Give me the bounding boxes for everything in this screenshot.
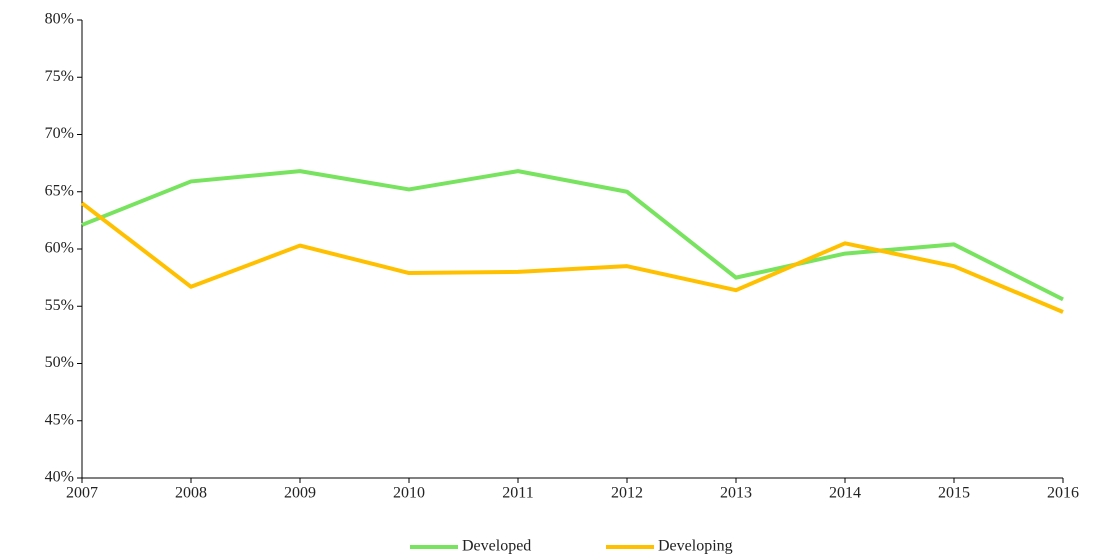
x-tick-label: 2008 [175,485,207,502]
legend-label: Developed [462,538,531,555]
x-tick-label: 2012 [611,485,643,502]
y-tick-label: 75% [45,68,74,85]
x-tick-label: 2016 [1047,485,1079,502]
line-series [81,169,1064,302]
x-tick-label: 2015 [938,485,970,502]
x-tick-label: 2011 [502,485,533,502]
y-tick-label: 65% [45,182,74,199]
y-tick-label: 40% [45,469,74,486]
x-tick-label: 2013 [720,485,752,502]
y-tick-label: 70% [45,125,74,142]
y-tick-label: 80% [45,11,74,28]
y-tick-label: 50% [45,354,74,371]
x-tick-label: 2009 [284,485,316,502]
y-tick-label: 60% [45,240,74,257]
y-tick-label: 55% [45,297,74,314]
x-tick-label: 2010 [393,485,425,502]
x-tick-label: 2014 [829,485,861,502]
x-tick-label: 2007 [66,485,98,502]
legend-label: Developing [658,538,733,555]
line-series [80,201,1064,314]
y-tick-label: 45% [45,411,74,428]
